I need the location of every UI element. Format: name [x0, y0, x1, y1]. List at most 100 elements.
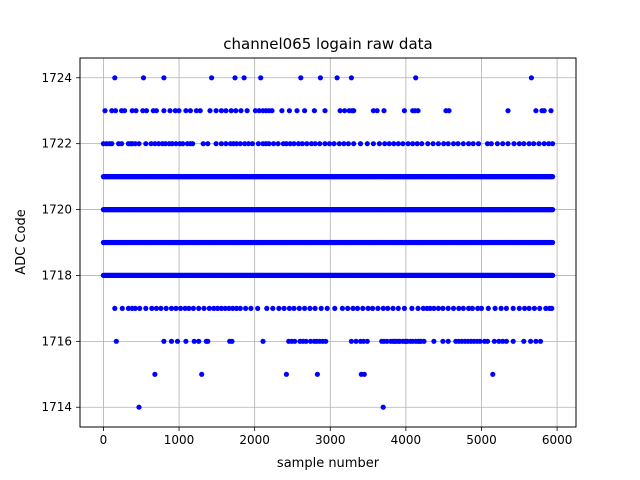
data-point [182, 305, 188, 311]
data-point [365, 305, 371, 311]
data-point [161, 108, 167, 114]
data-point [357, 141, 364, 147]
data-point [469, 305, 475, 311]
data-point [246, 141, 252, 147]
data-point [196, 338, 202, 344]
data-point [162, 141, 168, 147]
data-point [132, 141, 138, 147]
data-point [510, 305, 516, 311]
data-point [470, 141, 476, 147]
y-tick-label: 1722 [41, 137, 72, 151]
data-point [550, 141, 556, 147]
data-point [143, 305, 149, 311]
data-point [445, 338, 451, 344]
data-point [286, 108, 292, 114]
data-point [541, 108, 547, 114]
x-tick-label: 6000 [542, 433, 573, 447]
data-point [211, 305, 217, 311]
data-point [351, 108, 357, 114]
data-point [161, 338, 167, 344]
data-point [537, 338, 544, 344]
data-point [109, 141, 115, 147]
data-point [381, 108, 387, 114]
data-point [425, 141, 431, 147]
data-point [191, 338, 197, 344]
data-point [296, 305, 302, 311]
data-point [528, 338, 534, 344]
data-point [237, 141, 243, 147]
chart-title: channel065 logain raw data [223, 35, 432, 53]
data-point [370, 305, 376, 311]
data-point [291, 305, 297, 311]
data-point [112, 305, 118, 311]
data-point [174, 338, 181, 344]
data-point [498, 305, 504, 311]
data-point [503, 305, 509, 311]
data-point [342, 108, 348, 114]
data-point [385, 305, 391, 311]
data-point [401, 305, 407, 311]
data-point [241, 75, 247, 81]
data-point [485, 305, 491, 311]
data-point [255, 305, 261, 311]
data-point [427, 305, 433, 311]
data-point [354, 305, 361, 311]
data-point [401, 108, 407, 114]
data-point [243, 305, 249, 311]
data-point [109, 108, 115, 114]
data-point [153, 108, 159, 114]
data-point [173, 141, 179, 147]
data-point [500, 141, 506, 147]
data-point [374, 108, 380, 114]
data-point [312, 141, 318, 147]
data-point [276, 305, 282, 311]
data-point [304, 141, 310, 147]
data-point [536, 141, 542, 147]
data-point [376, 141, 382, 147]
data-point [308, 141, 314, 147]
data-point [172, 108, 178, 114]
data-point [298, 75, 304, 81]
data-point [215, 305, 221, 311]
data-point [419, 141, 425, 147]
data-point [207, 108, 213, 114]
data-point [136, 141, 142, 147]
data-point [337, 108, 343, 114]
data-point [478, 305, 485, 311]
data-point [348, 75, 354, 81]
data-point [223, 141, 229, 147]
y-tick-label: 1718 [41, 268, 72, 282]
data-point [537, 305, 543, 311]
data-point [323, 338, 329, 344]
data-point [548, 108, 554, 114]
data-point [201, 305, 207, 311]
data-point [409, 305, 415, 311]
data-point [233, 108, 239, 114]
data-point [317, 141, 323, 147]
data-point [213, 108, 219, 114]
data-point [186, 305, 192, 311]
data-point [156, 141, 162, 147]
data-point [318, 305, 324, 311]
data-point [292, 338, 298, 344]
data-point [122, 108, 128, 114]
data-point [533, 338, 539, 344]
data-point [311, 108, 317, 114]
data-point [494, 141, 500, 147]
data-point [140, 75, 147, 81]
data-point [143, 141, 149, 147]
data-point [332, 305, 338, 311]
data-point [153, 305, 159, 311]
data-point [364, 141, 370, 147]
data-point [196, 305, 202, 311]
data-point [435, 141, 441, 147]
data-point [370, 108, 376, 114]
x-tick-label: 2000 [239, 433, 270, 447]
data-point [258, 75, 264, 81]
data-point [526, 141, 532, 147]
y-tick-label: 1714 [41, 400, 72, 414]
data-point [380, 404, 386, 410]
data-point [360, 305, 366, 311]
data-point [491, 338, 497, 344]
data-point [550, 207, 556, 213]
